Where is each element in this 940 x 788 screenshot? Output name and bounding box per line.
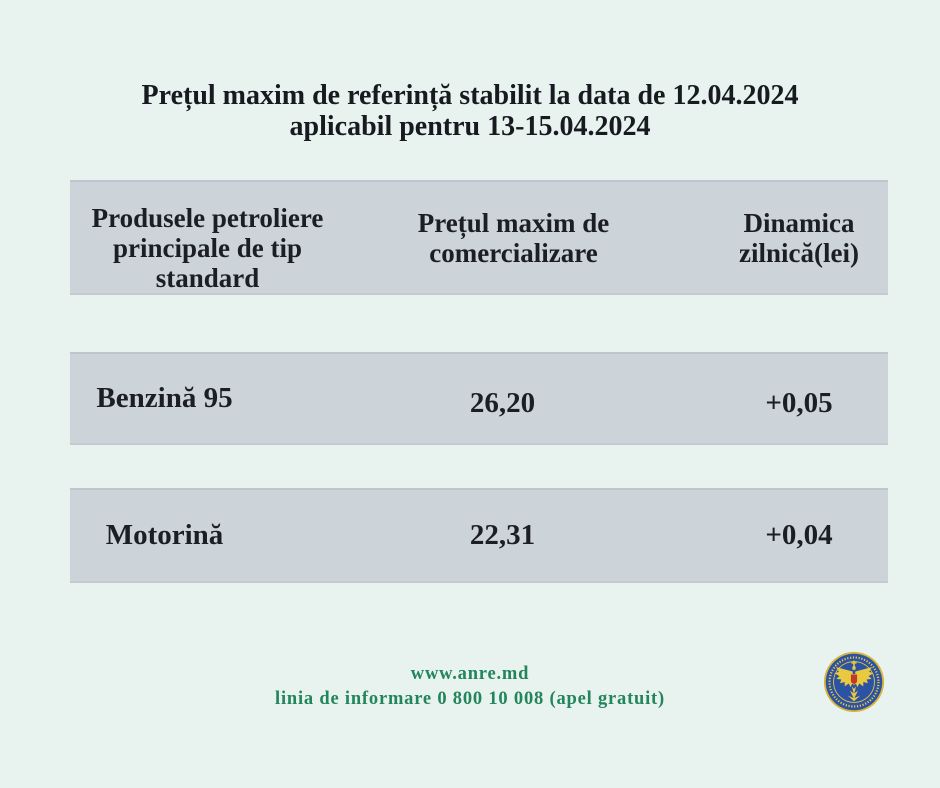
table-header-row: Produsele petroliere principale de tip s… bbox=[70, 180, 888, 295]
header-products-line-3: standard bbox=[155, 262, 260, 293]
header-dynamic-line-1: Dinamica bbox=[743, 207, 855, 238]
page-title: Prețul maxim de referință stabilit la da… bbox=[0, 80, 940, 142]
daily-dynamic-value: +0,04 bbox=[765, 519, 833, 551]
infoline-text: linia de informare 0 800 10 008 (apel gr… bbox=[275, 689, 665, 709]
product-name: Benzină 95 bbox=[96, 382, 233, 414]
website-text: www.anre.md bbox=[410, 664, 530, 684]
header-max-price-line-2: comercializare bbox=[429, 237, 598, 268]
header-max-price-line-1: Prețul maxim de bbox=[417, 207, 610, 238]
max-price-value: 26,20 bbox=[469, 387, 536, 419]
product-name: Motorină bbox=[105, 519, 224, 551]
header-products-column: Produsele petroliere principale de tip s… bbox=[70, 203, 345, 293]
max-price-value: 22,31 bbox=[469, 519, 536, 551]
header-dynamic-line-2: zilnică(lei) bbox=[739, 237, 859, 268]
table-row-motorina: Motorină 22,31 +0,04 bbox=[70, 488, 888, 583]
title-line-1: Prețul maxim de referință stabilit la da… bbox=[141, 80, 799, 111]
daily-dynamic-value: +0,05 bbox=[765, 387, 833, 419]
header-max-price-column: Prețul maxim de comercializare bbox=[345, 208, 660, 268]
footer: www.anre.md linia de informare 0 800 10 … bbox=[0, 662, 940, 712]
anre-emblem-icon bbox=[823, 651, 885, 713]
header-products-line-2: principale de tip bbox=[112, 232, 302, 263]
header-dynamic-column: Dinamica zilnică(lei) bbox=[660, 208, 888, 268]
header-products-line-1: Produsele petroliere bbox=[91, 202, 324, 233]
table-row-benzina-95: Benzină 95 26,20 +0,05 bbox=[70, 352, 888, 445]
title-line-2: aplicabil pentru 13-15.04.2024 bbox=[289, 111, 651, 142]
